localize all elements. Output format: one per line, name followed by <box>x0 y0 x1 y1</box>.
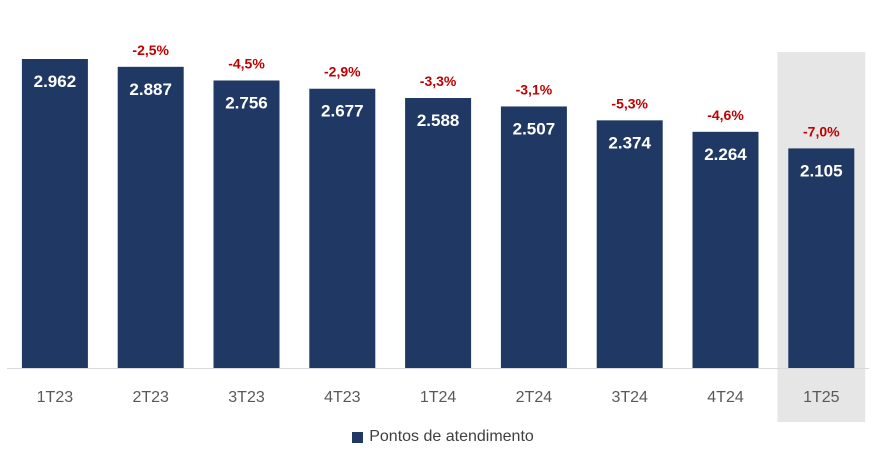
x-tick-label: 2T24 <box>516 389 553 406</box>
x-tick-label: 4T24 <box>707 389 744 406</box>
x-tick-label: 1T25 <box>803 389 840 406</box>
bar <box>500 106 567 368</box>
bar <box>405 98 472 368</box>
change-label: -5,3% <box>611 95 648 111</box>
bar <box>788 148 855 368</box>
data-label: 2.588 <box>417 111 460 130</box>
x-tick-label: 3T23 <box>228 389 265 406</box>
data-label: 2.677 <box>321 102 364 121</box>
data-label: 2.756 <box>225 93 268 112</box>
change-label: -4,6% <box>707 107 744 123</box>
legend-label: Pontos de atendimento <box>369 428 534 445</box>
change-label: -3,3% <box>420 73 457 89</box>
legend-swatch <box>352 431 364 443</box>
data-label: 2.887 <box>129 80 172 99</box>
x-tick-label: 1T23 <box>37 389 74 406</box>
data-label: 2.105 <box>800 161 843 180</box>
change-label: -2,5% <box>132 42 169 58</box>
data-label: 2.507 <box>513 119 556 138</box>
data-label: 2.264 <box>704 145 747 164</box>
x-tick-label: 4T23 <box>324 389 361 406</box>
bar <box>21 59 88 368</box>
bar <box>692 131 759 368</box>
bar <box>596 120 663 368</box>
change-label: -4,5% <box>228 55 265 71</box>
change-label: -7,0% <box>803 123 840 139</box>
legend: Pontos de atendimento <box>0 428 886 446</box>
x-tick-label: 3T24 <box>611 389 648 406</box>
data-label: 2.374 <box>608 133 651 152</box>
bar <box>213 80 280 369</box>
bar <box>309 88 376 368</box>
change-label: -2,9% <box>324 64 361 80</box>
data-label: 2.962 <box>34 72 77 91</box>
change-label: -3,1% <box>516 81 553 97</box>
bar <box>117 66 184 369</box>
x-tick-label: 2T23 <box>132 389 169 406</box>
x-tick-label: 1T24 <box>420 389 457 406</box>
